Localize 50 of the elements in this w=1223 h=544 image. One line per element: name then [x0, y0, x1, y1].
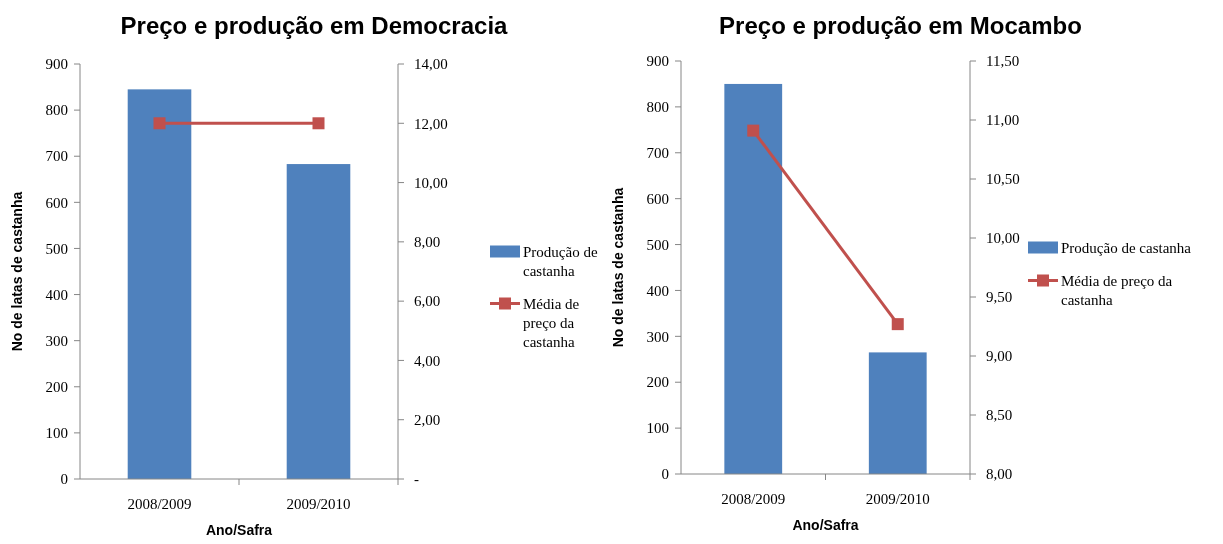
y-tick-label: 700: [45, 148, 68, 165]
y-tick-label: 700: [646, 145, 669, 162]
legend-label: Produção de castanha: [1061, 239, 1192, 256]
x-axis-title: Ano/Safra: [792, 517, 859, 533]
y2-tick-label: 10,00: [986, 230, 1020, 247]
y-tick-label: 200: [646, 374, 669, 391]
legend-label: Produção de castanha: [523, 243, 598, 279]
x-tick-label: 2008/2009: [127, 496, 192, 512]
y2-tick-label: 12,00: [414, 115, 448, 132]
y2-tick-label: 8,00: [986, 466, 1013, 483]
y-tick-label: 500: [45, 240, 68, 257]
y-tick-label: 0: [60, 471, 68, 488]
chart-title: Preço e produção em Mocambo: [719, 12, 1082, 39]
y-tick-label: 300: [646, 328, 669, 345]
y2-tick-label: 10,50: [986, 171, 1020, 188]
y-tick-label: 600: [646, 190, 669, 207]
y-tick-label: 600: [45, 194, 68, 211]
y-tick-label: 100: [45, 425, 68, 442]
y-tick-label: 800: [45, 102, 68, 119]
y2-tick-label: 9,50: [986, 289, 1013, 306]
y-axis-title: No de latas de castanha: [9, 191, 25, 352]
x-axis-title: Ano/Safra: [205, 522, 273, 538]
y-tick-label: 500: [646, 236, 669, 253]
y-tick-label: 300: [45, 332, 68, 349]
y2-tick-label: 14,00: [414, 56, 448, 73]
y2-tick-label: 11,00: [986, 112, 1020, 129]
y-tick-label: 100: [646, 420, 669, 437]
chart-title: Preço e produção em Democracia: [120, 12, 509, 39]
y-tick-label: 0: [661, 466, 669, 483]
y-tick-label: 800: [646, 99, 669, 116]
y2-tick-label: 8,50: [986, 407, 1013, 424]
x-tick-label: 2009/2010: [286, 496, 351, 512]
y2-tick-label: 9,00: [986, 348, 1013, 365]
y-tick-label: 200: [45, 379, 68, 396]
y2-tick-label: -: [414, 471, 419, 488]
y2-tick-label: 8,00: [414, 234, 441, 251]
y2-tick-label: 2,00: [414, 411, 441, 428]
y2-tick-label: 10,00: [414, 174, 448, 191]
legend-label: Média de preço da castanha: [1061, 272, 1173, 308]
y2-tick-label: 6,00: [414, 293, 441, 310]
legend-label: Média de preço da castanha: [523, 295, 580, 350]
y-axis-title: No de latas de castanha: [610, 187, 626, 348]
y2-tick-label: 11,50: [986, 53, 1020, 70]
y-tick-label: 900: [45, 56, 68, 73]
x-tick-label: 2008/2009: [721, 491, 786, 507]
y-tick-label: 900: [646, 53, 669, 70]
y-tick-label: 400: [45, 286, 68, 303]
y2-tick-label: 4,00: [414, 352, 441, 369]
x-tick-label: 2009/2010: [865, 491, 930, 507]
y-tick-label: 400: [646, 282, 669, 299]
